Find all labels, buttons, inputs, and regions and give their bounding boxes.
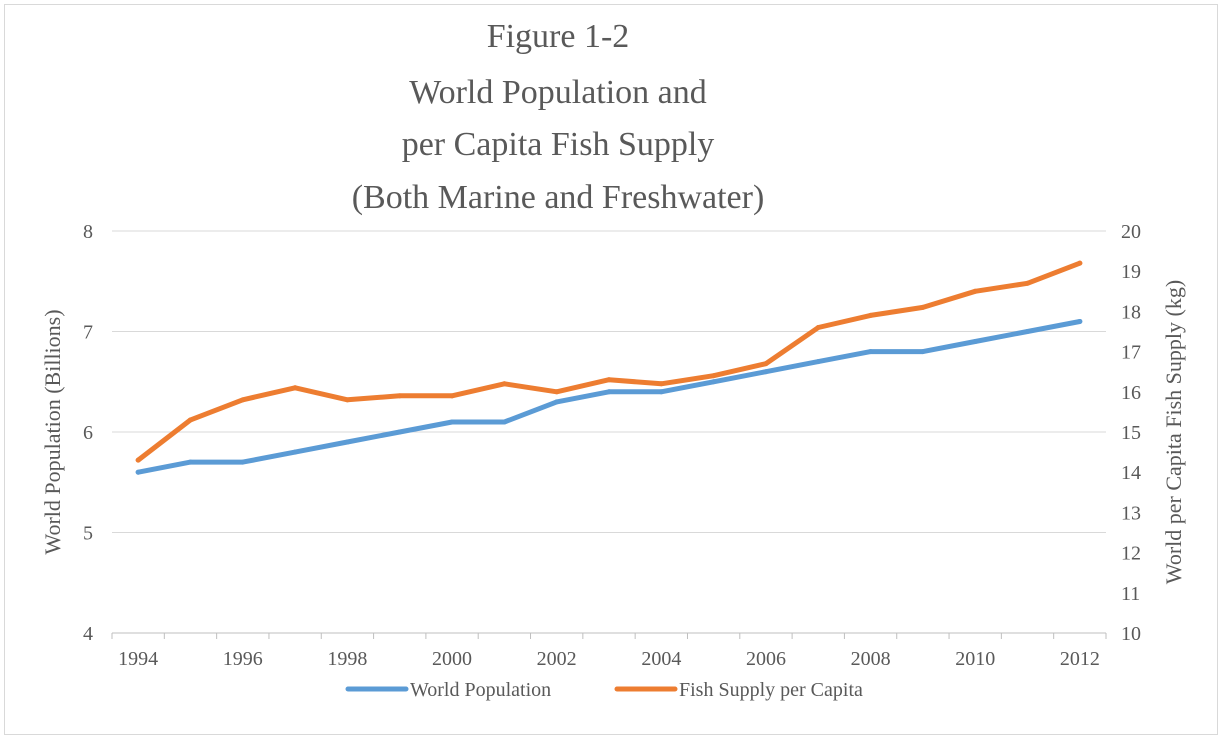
data-point-fish-supply [815,324,821,330]
x-tick-label: 2000 [432,648,472,670]
data-point-world-population [187,459,193,465]
data-point-fish-supply [449,393,455,399]
y-right-tick-label: 19 [1121,261,1141,283]
data-point-world-population [763,369,769,375]
data-point-world-population [658,389,664,395]
x-tick-label: 2012 [1060,648,1100,670]
x-tick-label: 2004 [641,648,681,670]
y-left-tick-label: 5 [83,523,93,545]
y-right-tick-label: 20 [1121,221,1141,243]
y-right-tick-label: 16 [1121,382,1141,404]
y-right-tick-label: 18 [1121,301,1141,323]
data-point-world-population [344,439,350,445]
data-point-fish-supply [972,288,978,294]
x-tick-label: 1996 [223,648,263,670]
chart-title-line: per Capita Fish Supply [402,126,715,163]
data-point-world-population [449,419,455,425]
chart-canvas: Figure 1-2 World Population and per Capita… [40,18,1186,701]
x-tick-label: 2008 [851,648,891,670]
data-point-world-population [606,389,612,395]
data-point-fish-supply [658,381,664,387]
y-right-axis-title: World per Capita Fish Supply (kg) [1161,280,1186,584]
y-left-tick-label: 7 [83,322,93,344]
data-point-fish-supply [1025,280,1031,286]
data-point-world-population [501,419,507,425]
data-point-world-population [711,379,717,385]
data-point-fish-supply [501,381,507,387]
data-point-world-population [292,449,298,455]
chart-title-line: World Population and [409,74,707,111]
x-tick-label: 2002 [537,648,577,670]
data-point-world-population [972,339,978,345]
y-right-tick-label: 11 [1121,583,1140,605]
data-point-world-population [920,349,926,355]
data-point-fish-supply [1077,260,1083,266]
y-right-tick-label: 10 [1121,623,1141,645]
data-point-world-population [1025,329,1031,334]
data-point-fish-supply [292,385,298,391]
y-right-tick-label: 14 [1121,462,1141,484]
x-tick-label: 1994 [118,648,158,670]
y-left-tick-label: 6 [83,422,93,444]
y-right-tick-label: 17 [1121,342,1141,364]
data-point-fish-supply [606,377,612,383]
y-left-axis-title: World Population (Billions) [40,309,65,554]
data-point-fish-supply [187,417,193,423]
chart-title-line: (Both Marine and Freshwater) [352,179,765,216]
data-point-fish-supply [711,373,717,379]
legend-label: World Population [410,679,551,701]
data-point-fish-supply [920,304,926,310]
y-right-tick-label: 15 [1121,422,1141,444]
y-right-tick-label: 12 [1121,543,1141,565]
data-point-fish-supply [763,361,769,367]
data-point-fish-supply [135,457,141,463]
data-point-world-population [815,359,821,365]
data-point-world-population [240,459,246,465]
series-line-fish-supply [135,260,1083,463]
chart-area: Figure 1-2 World Population and per Capita… [4,4,1218,735]
y-left-tick-label: 4 [83,623,93,645]
data-point-fish-supply [554,389,560,395]
data-point-world-population [135,469,141,475]
series-line-world-population [135,319,1083,475]
data-point-world-population [1077,318,1083,324]
data-point-fish-supply [240,397,246,403]
x-tick-label: 2006 [746,648,786,670]
data-point-world-population [397,429,403,435]
x-tick-label: 1998 [327,648,367,670]
data-point-world-population [868,349,874,355]
data-point-fish-supply [868,312,874,318]
data-point-fish-supply [397,393,403,399]
y-left-tick-label: 8 [83,221,93,243]
y-right-tick-label: 13 [1121,502,1141,524]
legend-label: Fish Supply per Capita [679,679,863,701]
data-point-world-population [554,399,560,405]
chart-title-line: Figure 1-2 [487,18,630,55]
x-tick-label: 2010 [955,648,995,670]
data-point-fish-supply [344,397,350,403]
